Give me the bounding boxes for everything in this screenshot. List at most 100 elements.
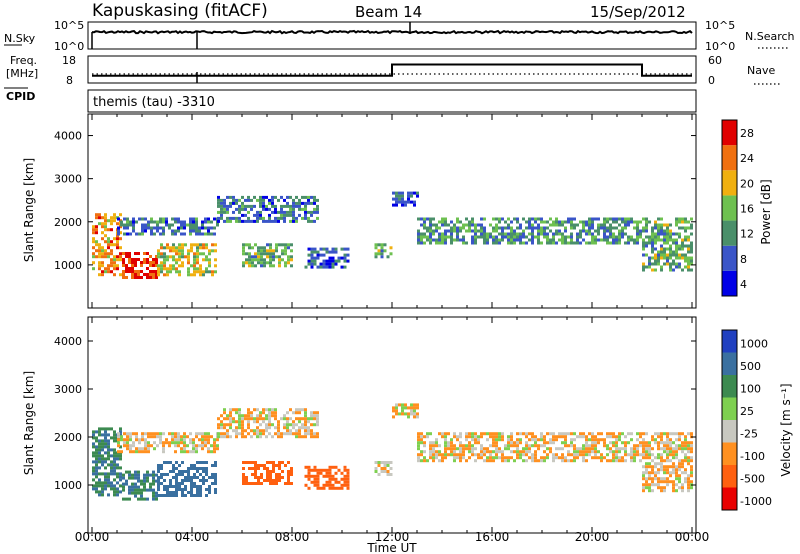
echo-cell [675,262,678,266]
echo-cell [600,438,603,442]
echo-cell [134,258,137,261]
echo-cell [160,264,163,268]
echo-cell [271,210,274,214]
echo-cell [155,273,158,276]
echo-cell [669,244,672,248]
echo-cell [123,441,126,445]
echo-cell [681,486,684,490]
echo-cell [687,238,690,242]
echo-cell [561,441,564,445]
echo-cell [684,226,687,230]
echo-cell [651,256,654,260]
echo-cell [639,441,642,445]
echo-cell [651,459,654,463]
echo-cell [678,468,681,472]
echo-cell [180,226,183,230]
echo-cell [238,426,241,430]
echo-cell [669,444,672,448]
echo-cell [666,241,669,245]
echo-cell [624,217,627,221]
echo-cell [398,197,401,201]
echo-cell [242,479,245,482]
echo-cell [690,465,693,469]
echo-cell [260,258,263,262]
echo-cell [98,433,101,437]
echo-cell [275,464,278,467]
echo-cell [687,259,690,263]
echo-cell [104,249,107,253]
echo-cell [633,447,636,451]
echo-cell [654,441,657,445]
echo-cell [615,441,618,445]
echo-cell [597,232,600,236]
echo-cell [286,417,289,421]
echo-cell [101,448,104,452]
echo-cell [603,456,606,460]
echo-cell [196,491,199,494]
echo-cell [395,406,398,410]
echo-cell [663,489,666,493]
echo-cell [552,435,555,439]
echo-cell [113,273,116,277]
echo-cell [675,453,678,457]
echo-cell [205,270,208,274]
echo-cell [624,453,627,457]
echo-cell [672,250,675,254]
echo-cell [223,201,226,205]
echo-cell [265,423,268,427]
echo-cell [516,238,519,242]
echo-cell [184,243,187,247]
echo-cell [272,255,275,259]
echo-cell [558,238,561,242]
echo-cell [525,444,528,448]
echo-cell [117,432,120,436]
echo-cell [150,444,153,448]
echo-cell [606,435,609,439]
echo-cell [687,444,690,448]
echo-cell [226,204,229,208]
echo-cell [244,198,247,202]
echo-cell [117,229,120,233]
echo-cell [441,432,444,436]
echo-cell [591,435,594,439]
echo-cell [98,460,101,464]
echo-cell [195,226,198,230]
echo-cell [594,453,597,457]
echo-cell [582,450,585,454]
echo-cell [570,232,573,236]
echo-cell [126,438,129,442]
echo-cell [196,488,199,491]
echo-cell [510,438,513,442]
echo-cell [648,462,651,466]
echo-cell [146,252,149,255]
echo-cell [591,232,594,236]
echo-cell [459,447,462,451]
echo-cell [307,486,311,490]
echo-cell [591,456,594,460]
echo-cell [663,480,666,484]
echo-cell [104,466,107,470]
echo-cell [447,447,450,451]
echo-cell [564,235,567,239]
echo-cell [155,270,158,273]
echo-cell [104,481,107,485]
echo-cell [549,217,552,221]
echo-cell [612,459,615,463]
echo-cell [178,273,181,277]
echo-cell [582,226,585,230]
echo-cell [627,223,630,227]
echo-cell [474,441,477,445]
echo-cell [216,223,219,227]
echo-cell [624,241,627,245]
echo-cell [322,253,326,257]
echo-cell [612,238,615,242]
echo-cell [169,485,172,488]
echo-cell [247,411,250,415]
echo-cell [216,444,219,448]
echo-cell [220,423,223,427]
echo-cell [651,480,654,484]
echo-cell [101,225,104,229]
echo-cell [501,235,504,239]
echo-cell [125,270,128,273]
echo-cell [140,488,143,492]
